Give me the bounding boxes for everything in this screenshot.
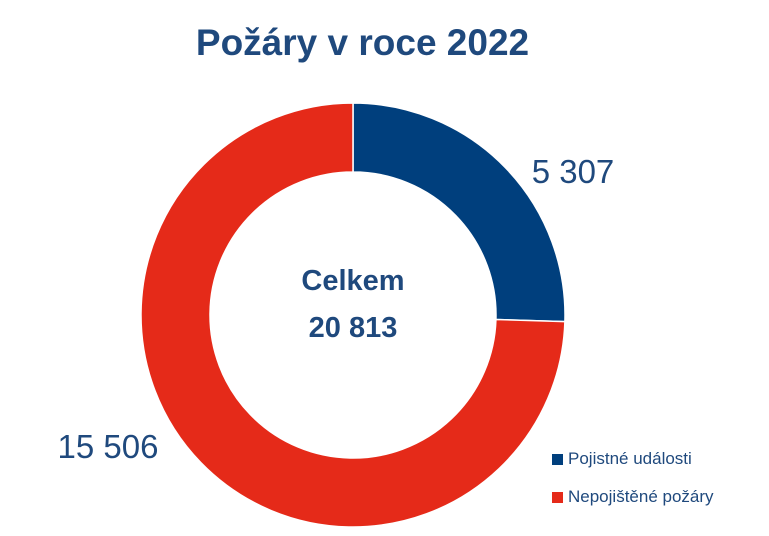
legend-swatch-insured (552, 453, 563, 465)
center-label: Celkem (301, 265, 404, 297)
donut-slice-insured[interactable] (352, 102, 566, 323)
donut-slice-uninsured[interactable] (140, 102, 566, 528)
legend-swatch-uninsured (552, 491, 563, 503)
data-label-uninsured: 15 506 (58, 428, 159, 465)
center-total-value: 20 813 (309, 312, 398, 344)
data-label-insured: 5 307 (532, 153, 615, 190)
chart-title: Požáry v roce 2022 (195, 22, 530, 63)
legend-item-insured[interactable]: Pojistné události (552, 440, 714, 478)
chart-legend: Pojistné události Nepojištěné požáry (552, 440, 714, 516)
legend-label-insured: Pojistné události (568, 449, 692, 468)
legend-item-uninsured[interactable]: Nepojištěné požáry (552, 478, 714, 516)
legend-label-uninsured: Nepojištěné požáry (568, 487, 714, 506)
